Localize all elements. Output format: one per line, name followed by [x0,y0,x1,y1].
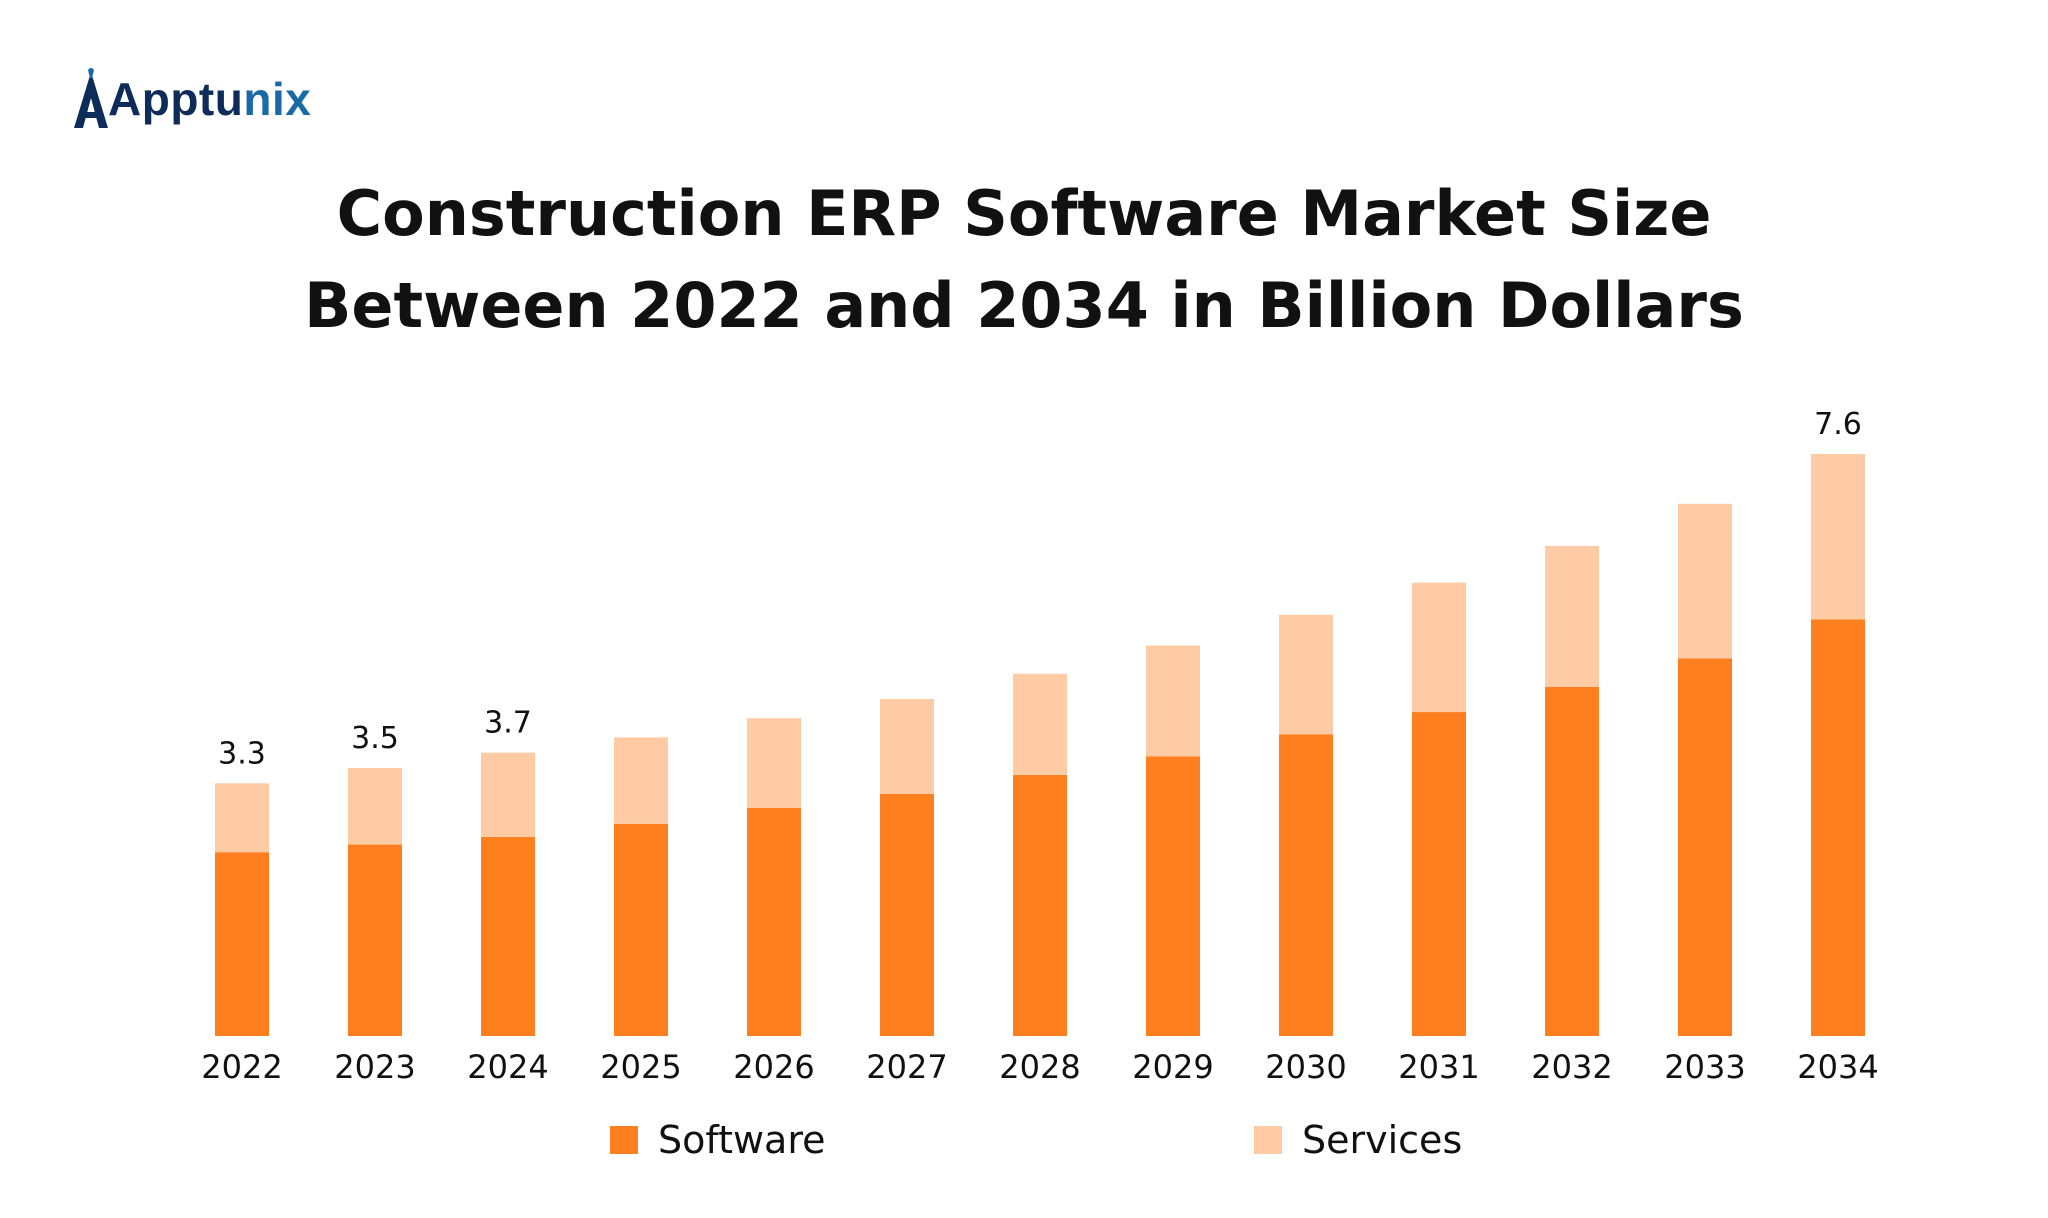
legend-item-services: Services [1254,1118,1462,1162]
x-tick-label-2028: 2028 [999,1048,1080,1086]
x-tick-label-2023: 2023 [334,1048,415,1086]
x-tick-label-2034: 2034 [1797,1048,1878,1086]
bar-services-2029 [1146,645,1200,757]
chart-legend: Software Services [0,1118,2048,1168]
bar-software-2031 [1412,712,1466,1036]
x-tick-label-2029: 2029 [1132,1048,1213,1086]
bar-software-2023 [348,844,402,1036]
bar-services-2030 [1279,614,1333,735]
x-tick-label-2032: 2032 [1531,1048,1612,1086]
legend-swatch-software [610,1126,638,1154]
brand-name-part2: nix [243,73,312,125]
legend-swatch-services [1254,1126,1282,1154]
bar-services-2028 [1013,673,1067,775]
bar-software-2033 [1678,658,1732,1036]
total-label-2023: 3.5 [351,721,399,756]
bar-software-2026 [747,807,801,1036]
legend-item-software: Software [610,1118,826,1162]
x-tick-label-2022: 2022 [201,1048,282,1086]
brand-name: Apptunix [108,76,311,130]
bar-software-2028 [1013,774,1067,1036]
x-tick-label-2033: 2033 [1664,1048,1745,1086]
bar-services-2022 [215,783,269,853]
bar-services-2024 [481,752,535,837]
bar-services-2023 [348,767,402,845]
bar-services-2034 [1811,454,1865,620]
brand-name-part1: Apptu [108,73,244,125]
bar-software-2029 [1146,756,1200,1036]
x-tick-label-2025: 2025 [600,1048,681,1086]
brand-logo: Apptunix [70,60,311,130]
bar-software-2034 [1811,619,1865,1036]
bar-software-2025 [614,823,668,1036]
bar-software-2032 [1545,686,1599,1036]
bar-software-2027 [880,794,934,1036]
bar-services-2026 [747,718,801,808]
total-label-2034: 7.6 [1814,407,1862,442]
legend-label-services: Services [1302,1118,1463,1162]
bar-services-2031 [1412,582,1466,713]
bar-services-2027 [880,699,934,795]
bar-software-2030 [1279,734,1333,1036]
bar-services-2025 [614,737,668,824]
x-tick-label-2024: 2024 [467,1048,548,1086]
chart-title-line-2: Between 2022 and 2034 in Billion Dollars [304,269,1744,342]
bar-software-2022 [215,852,269,1036]
x-tick-label-2031: 2031 [1398,1048,1479,1086]
x-tick-label-2030: 2030 [1265,1048,1346,1086]
legend-label-software: Software [658,1118,826,1162]
chart-title: Construction ERP Software Market Size Be… [0,168,2048,352]
chart-title-line-1: Construction ERP Software Market Size [336,177,1712,250]
bar-software-2024 [481,836,535,1036]
x-tick-label-2026: 2026 [733,1048,814,1086]
total-label-2024: 3.7 [484,706,532,741]
apptunix-logo-icon [74,68,108,128]
bar-services-2033 [1678,503,1732,659]
x-tick-label-2027: 2027 [866,1048,947,1086]
bar-services-2032 [1545,545,1599,687]
total-label-2022: 3.3 [218,736,266,771]
